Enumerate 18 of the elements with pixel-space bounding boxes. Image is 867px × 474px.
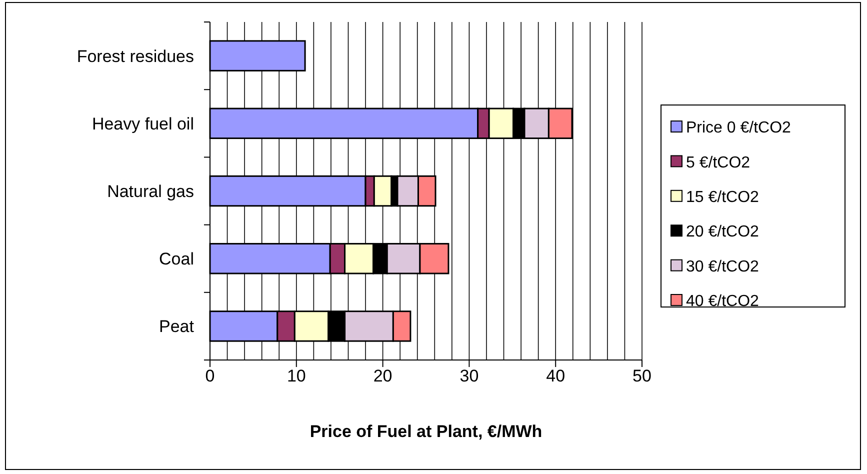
x-tick-label: 50 xyxy=(632,366,652,386)
legend-label: 40 €/tCO2 xyxy=(686,293,760,310)
legend-label: 30 €/tCO2 xyxy=(686,258,760,276)
legend-label: 20 €/tCO2 xyxy=(686,224,760,241)
x-tick-label: 40 xyxy=(546,366,566,386)
y-tick-label: Coal xyxy=(159,250,194,269)
legend-label: 15 €/tCO2 xyxy=(686,189,760,206)
x-tick-label: 30 xyxy=(460,366,479,386)
legend-label: Price 0 €/tCO2 xyxy=(686,120,792,137)
legend-label: 5 €/tCO2 xyxy=(686,154,750,172)
x-tick-label: 0 xyxy=(205,366,215,386)
y-tick-label: Heavy fuel oil xyxy=(92,114,194,134)
x-tick-label: 20 xyxy=(373,366,392,386)
y-tick-label: Forest residues xyxy=(76,46,194,66)
y-tick-label: Natural gas xyxy=(107,182,194,201)
x-tick-label: 10 xyxy=(286,366,306,386)
y-tick-label: Peat xyxy=(159,317,194,336)
x-axis-title: Price of Fuel at Plant, €/MWh xyxy=(310,422,542,441)
